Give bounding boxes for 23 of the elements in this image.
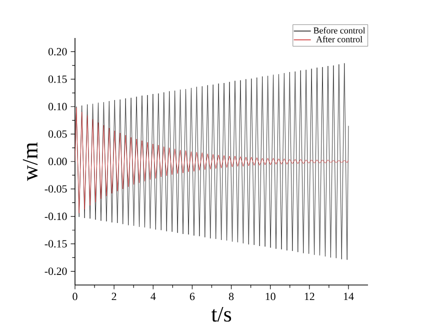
line-series	[75, 63, 349, 260]
y-tick-label: -0.10	[44, 212, 67, 220]
y-tick-label: -0.05	[44, 185, 67, 193]
x-tick-label: 4	[150, 292, 156, 300]
x-tick-label: 14	[344, 292, 354, 300]
x-tick-label: 12	[304, 292, 314, 300]
line-series	[75, 107, 349, 214]
legend-label: Before control	[314, 27, 366, 34]
y-tick-label: 0.10	[48, 102, 67, 110]
legend-label: After control	[316, 36, 362, 42]
y-tick-label: -0.15	[44, 240, 67, 248]
x-tick-label: 0	[72, 292, 78, 300]
x-tick-label: 8	[228, 292, 234, 300]
x-axis-title: t/s	[211, 307, 232, 322]
x-tick-label: 2	[112, 292, 116, 300]
x-tick-label: 10	[266, 292, 276, 300]
y-tick-label: 0.05	[48, 130, 67, 138]
y-tick-label: 0.15	[48, 75, 67, 83]
y-tick-label: 0.20	[48, 48, 67, 56]
y-tick-label: -0.20	[44, 268, 67, 275]
y-axis-title: w/m	[22, 142, 38, 181]
x-tick-label: 6	[190, 292, 195, 300]
y-tick-label: 0.00	[48, 158, 67, 166]
